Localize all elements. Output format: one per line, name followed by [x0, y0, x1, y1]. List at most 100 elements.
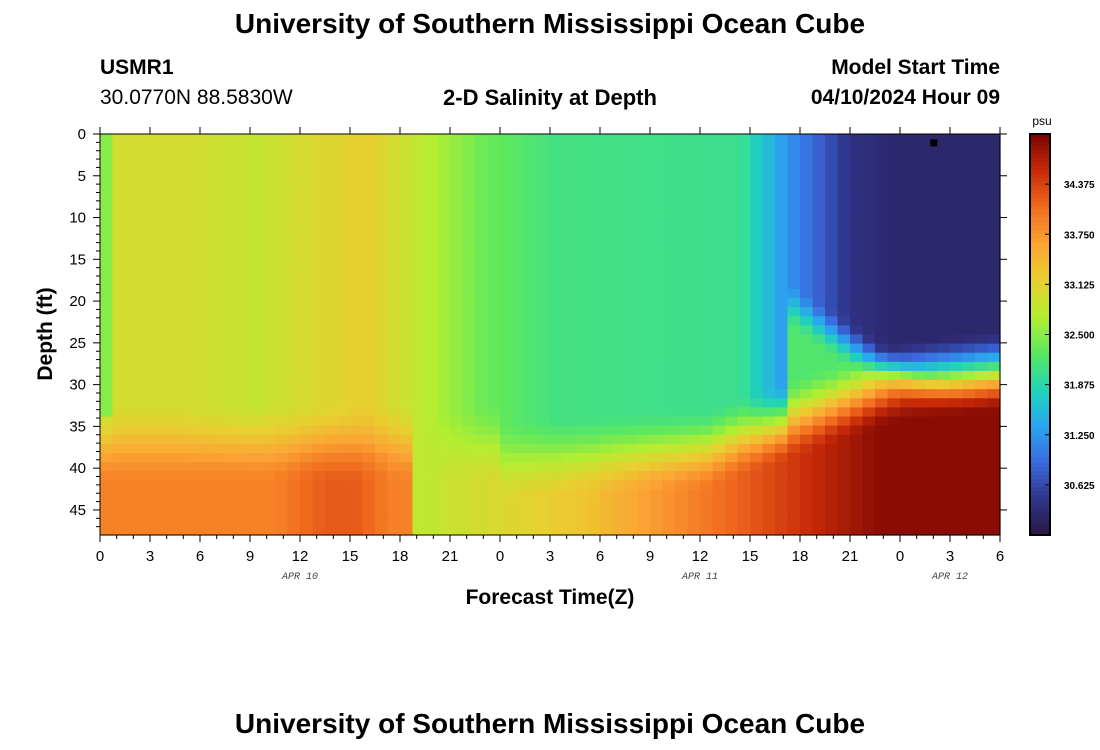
heatmap-cell [712, 507, 726, 518]
heatmap-cell [462, 325, 476, 336]
heatmap-cell [725, 452, 739, 463]
heatmap-cell [737, 471, 751, 481]
heatmap-cell [312, 216, 326, 226]
heatmap-cell [600, 261, 614, 272]
station-coords: 30.0770N 88.5830W [100, 86, 293, 109]
heatmap-cell [662, 197, 676, 208]
heatmap-cell [875, 252, 889, 263]
heatmap-cell [925, 252, 939, 263]
heatmap-cell [962, 197, 976, 208]
heatmap-cell [625, 307, 639, 317]
heatmap-cell [675, 407, 689, 418]
heatmap-cell [662, 361, 676, 372]
heatmap-cell [937, 161, 951, 172]
heatmap-cell [687, 134, 701, 144]
x-tick-label: 6 [196, 548, 204, 565]
heatmap-cell [787, 416, 801, 427]
heatmap-cell [500, 161, 514, 172]
heatmap-cell [300, 380, 314, 390]
heatmap-cell [362, 261, 376, 272]
heatmap-cell [287, 343, 301, 354]
heatmap-cell [150, 197, 164, 208]
heatmap-cell [437, 380, 451, 390]
x-tick-label: 18 [392, 548, 409, 565]
heatmap-cell [237, 443, 251, 454]
heatmap-cell [950, 316, 964, 326]
heatmap-cell [362, 380, 376, 390]
heatmap-cell [187, 298, 201, 308]
heatmap-cell [637, 498, 651, 509]
heatmap-cell [337, 407, 351, 418]
heatmap-cell [575, 270, 589, 281]
heatmap-cell [812, 261, 826, 272]
heatmap-cell [325, 334, 339, 345]
heatmap-cell [987, 407, 1001, 418]
heatmap-cell [775, 307, 789, 317]
heatmap-cell [462, 307, 476, 317]
heatmap-cell [912, 507, 926, 518]
heatmap-cell [987, 197, 1001, 208]
heatmap-cell [737, 325, 751, 336]
colorbar-segment [1030, 342, 1050, 348]
heatmap-cell [437, 288, 451, 299]
heatmap-cell [175, 516, 189, 527]
heatmap-cell [837, 525, 851, 536]
heatmap-cell [900, 380, 914, 390]
heatmap-cell [225, 261, 239, 272]
heatmap-cell [562, 316, 576, 326]
heatmap-cell [812, 370, 826, 381]
heatmap-cell [275, 370, 289, 381]
heatmap-cell [237, 525, 251, 536]
heatmap-cell [462, 170, 476, 181]
heatmap-cell [387, 361, 401, 372]
heatmap-cell [712, 516, 726, 527]
heatmap-cell [262, 516, 276, 527]
heatmap-cell [550, 298, 564, 308]
heatmap-cell [350, 516, 364, 527]
heatmap-cell [450, 516, 464, 527]
heatmap-cell [587, 206, 601, 217]
heatmap-cell [412, 343, 426, 354]
heatmap-cell [787, 480, 801, 491]
heatmap-cell [687, 525, 701, 536]
heatmap-cell [312, 434, 326, 445]
heatmap-cell [112, 443, 126, 454]
heatmap-cell [712, 471, 726, 481]
heatmap-cell [687, 143, 701, 153]
heatmap-cell [850, 380, 864, 390]
heatmap-cell [675, 416, 689, 427]
heatmap-cell [550, 134, 564, 144]
heatmap-cell [387, 389, 401, 399]
heatmap-cell [650, 398, 664, 409]
heatmap-cell [175, 370, 189, 381]
heatmap-cell [800, 343, 814, 354]
heatmap-cell [462, 471, 476, 481]
heatmap-cell [337, 343, 351, 354]
heatmap-cell [525, 407, 539, 418]
heatmap-cell [987, 425, 1001, 436]
heatmap-cell [300, 134, 314, 144]
heatmap-cell [637, 188, 651, 199]
heatmap-cell [362, 206, 376, 217]
heatmap-cell [537, 307, 551, 317]
heatmap-cell [425, 179, 439, 190]
heatmap-cell [325, 507, 339, 518]
heatmap-cell [837, 325, 851, 336]
heatmap-cell [737, 170, 751, 181]
heatmap-cell [512, 197, 526, 208]
heatmap-cell [537, 361, 551, 372]
heatmap-cell [112, 161, 126, 172]
heatmap-cell [550, 361, 564, 372]
heatmap-cell [300, 334, 314, 345]
heatmap-cell [725, 425, 739, 436]
heatmap-cell [850, 316, 864, 326]
heatmap-cell [200, 225, 214, 235]
heatmap-cell [812, 489, 826, 500]
heatmap-cell [762, 288, 776, 299]
heatmap-cell [512, 389, 526, 399]
heatmap-cell [487, 389, 501, 399]
heatmap-cell [987, 452, 1001, 463]
heatmap-cell [850, 425, 864, 436]
heatmap-cell [650, 416, 664, 427]
heatmap-cell [850, 225, 864, 235]
